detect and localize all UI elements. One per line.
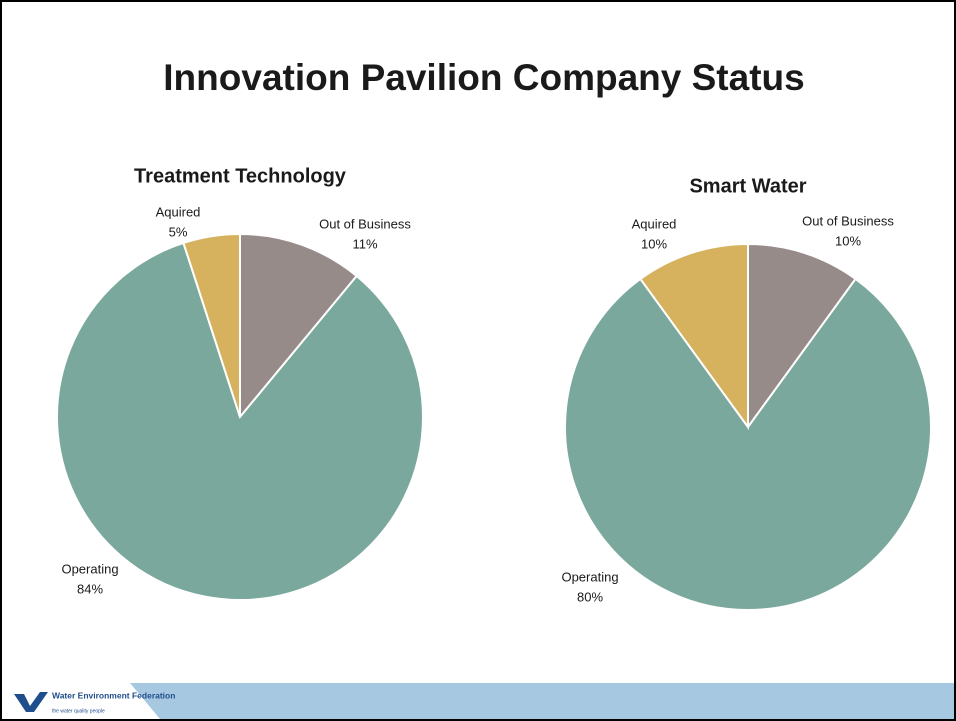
slice-value-label: 10%: [835, 233, 861, 248]
pie-slice: [639, 242, 749, 431]
logo-tagline: the water quality people: [52, 708, 105, 714]
chart-title: Treatment Technology: [134, 165, 347, 187]
slice-label: Operating: [61, 561, 118, 576]
slice-value-label: 5%: [169, 224, 188, 239]
slice-value-label: 80%: [577, 589, 603, 604]
slide-title: Innovation Pavilion Company Status: [163, 57, 804, 98]
logo-text: Water Environment Federation: [52, 690, 175, 700]
pie-slice: [747, 242, 857, 431]
slice-value-label: 11%: [352, 236, 377, 251]
pie-slice: [239, 232, 359, 420]
slice-label: Aquired: [156, 204, 201, 219]
pie-slice: [56, 241, 424, 601]
slice-label: Aquired: [632, 216, 677, 231]
logo-icon: [14, 692, 48, 712]
slice-value-label: 10%: [641, 236, 667, 251]
slice-label: Operating: [561, 569, 618, 584]
pie-slice: [564, 277, 932, 611]
chart-title: Smart Water: [689, 175, 806, 197]
slice-label: Out of Business: [319, 216, 411, 231]
slice-label: Out of Business: [802, 213, 894, 228]
slice-value-label: 84%: [77, 581, 103, 596]
footer-band: [2, 683, 954, 719]
pie-slice: [182, 232, 241, 418]
